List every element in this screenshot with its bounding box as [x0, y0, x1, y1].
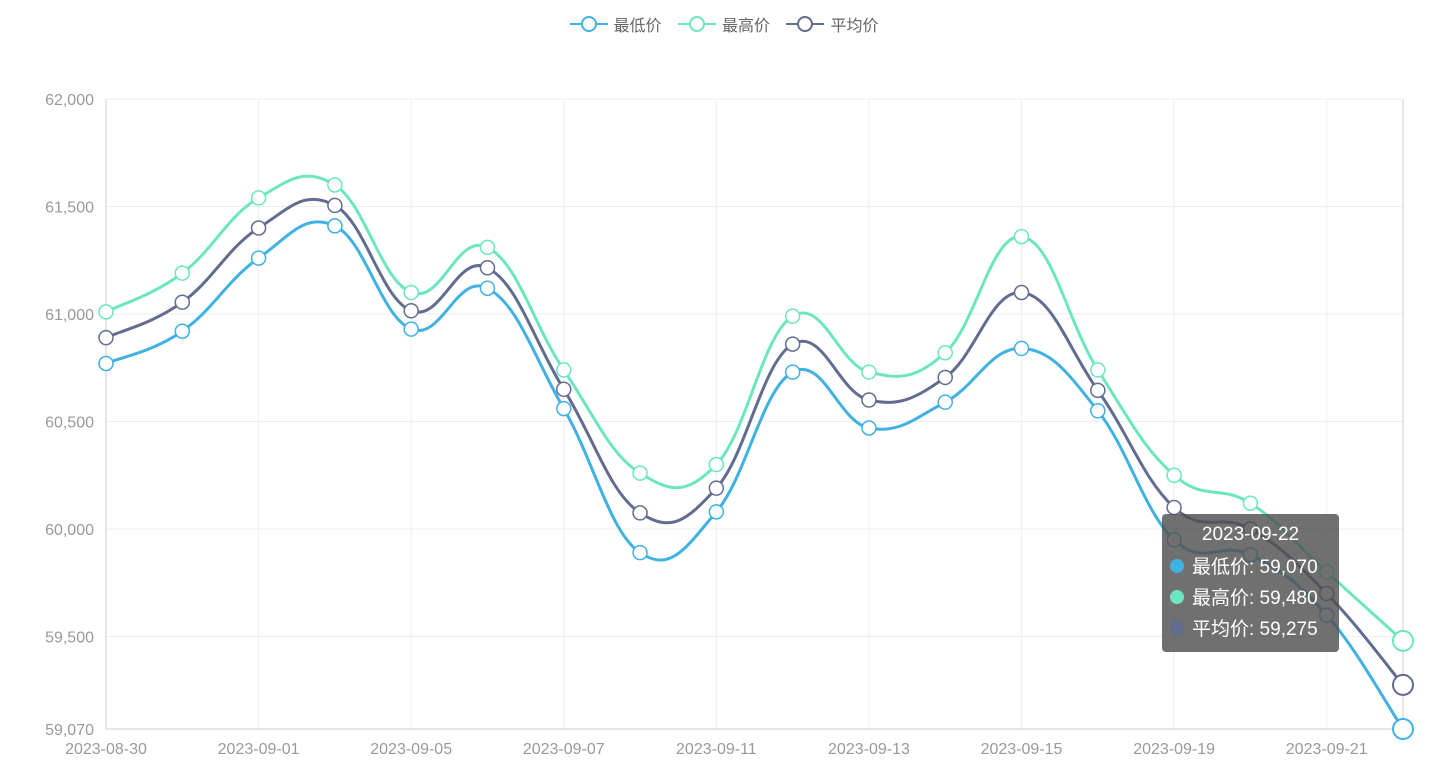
- tooltip-row: 最高价: 59,480: [1170, 581, 1331, 612]
- data-point: [708, 456, 725, 473]
- tooltip-row-label: 最高价: 59,480: [1192, 588, 1318, 609]
- data-point: [1013, 340, 1030, 357]
- data-point: [403, 321, 419, 337]
- data-point: [250, 190, 267, 206]
- data-point: [479, 239, 496, 256]
- data-point: [632, 544, 648, 561]
- data-point: [1013, 228, 1030, 245]
- data-point: [937, 344, 953, 361]
- data-point: [784, 364, 801, 380]
- tooltip-dot: [1170, 589, 1184, 604]
- y-tick-label: 60,000: [45, 522, 94, 539]
- legend-label: 平均价: [830, 18, 879, 35]
- data-point: [327, 197, 343, 214]
- data-point: [861, 392, 877, 408]
- data-point: [174, 294, 191, 310]
- data-point: [98, 329, 114, 346]
- tooltip-row-label: 最低价: 59,070: [1192, 557, 1318, 578]
- tooltip-dot: [1170, 558, 1184, 573]
- y-tick-label: 61,500: [45, 200, 94, 217]
- x-tick-label: 2023-09-15: [981, 741, 1063, 758]
- tooltip-title: 2023-09-22: [1201, 524, 1300, 545]
- x-tick-label: 2023-09-21: [1286, 741, 1368, 758]
- data-point: [250, 220, 267, 236]
- legend-line-icon: [677, 16, 716, 32]
- data-point: [174, 323, 191, 339]
- data-point: [403, 284, 419, 301]
- y-tick-label: 62,000: [45, 92, 94, 109]
- x-tick-label: 2023-09-11: [676, 741, 757, 758]
- data-point: [861, 364, 877, 380]
- data-point: [250, 250, 267, 266]
- chart-legend: 最低价 最高价 平均价: [0, 12, 1448, 38]
- tooltip-row: 最低价: 59,070: [1170, 550, 1331, 581]
- data-point: [861, 420, 877, 436]
- data-point: [708, 504, 725, 520]
- y-tick-label: 59,070: [45, 722, 94, 739]
- data-point: [98, 304, 114, 320]
- x-tick-label: 2023-09-01: [218, 741, 300, 758]
- chart-tooltip: 2023-09-22 最低价: 59,070 最高价: 59,480 平均价: …: [1162, 514, 1339, 652]
- data-point: [784, 336, 801, 352]
- data-point: [98, 355, 114, 372]
- data-point: [556, 381, 572, 398]
- series-line-0: [105, 220, 1405, 730]
- data-point: [1392, 673, 1414, 696]
- x-tick-label: 2023-09-07: [523, 741, 605, 758]
- data-point: [479, 260, 496, 276]
- data-point: [1242, 495, 1259, 511]
- tooltip-dot: [1170, 620, 1184, 635]
- data-point: [1392, 718, 1414, 740]
- tooltip-row-label: 平均价: 59,275: [1192, 619, 1318, 640]
- data-point: [937, 369, 953, 386]
- tooltip-row: 平均价: 59,275: [1170, 612, 1331, 643]
- x-tick-label: 2023-09-05: [370, 741, 452, 758]
- data-point: [1090, 362, 1106, 378]
- y-tick-label: 61,000: [45, 307, 94, 324]
- data-point: [632, 505, 648, 521]
- data-point: [479, 280, 496, 296]
- data-point: [708, 480, 725, 496]
- data-point: [784, 308, 801, 324]
- x-tick-label: 2023-09-13: [828, 741, 910, 758]
- y-tick-label: 59,500: [45, 630, 94, 647]
- legend-line-icon: [569, 16, 608, 32]
- data-point: [1013, 284, 1030, 301]
- data-point: [1392, 629, 1414, 652]
- x-tick-label: 2023-09-19: [1133, 741, 1215, 758]
- data-point: [1166, 467, 1182, 484]
- legend-item-series-0[interactable]: 最低价: [569, 12, 662, 36]
- data-point: [1090, 403, 1106, 419]
- data-point: [556, 362, 572, 378]
- data-point: [327, 177, 343, 193]
- legend-item-series-2[interactable]: 平均价: [786, 12, 878, 36]
- data-point: [327, 218, 343, 234]
- x-tick-label: 2023-08-30: [65, 741, 147, 758]
- legend-label: 最高价: [721, 18, 770, 35]
- data-point: [632, 465, 648, 481]
- data-point: [1166, 499, 1182, 516]
- data-point: [174, 265, 191, 281]
- data-point: [937, 394, 953, 410]
- legend-line-icon: [786, 16, 825, 32]
- legend-label: 最低价: [613, 18, 662, 35]
- data-point: [1090, 382, 1106, 399]
- data-point: [403, 303, 419, 319]
- y-tick-label: 60,500: [45, 415, 94, 432]
- legend-item-series-1[interactable]: 最高价: [677, 12, 770, 36]
- data-point: [556, 400, 572, 417]
